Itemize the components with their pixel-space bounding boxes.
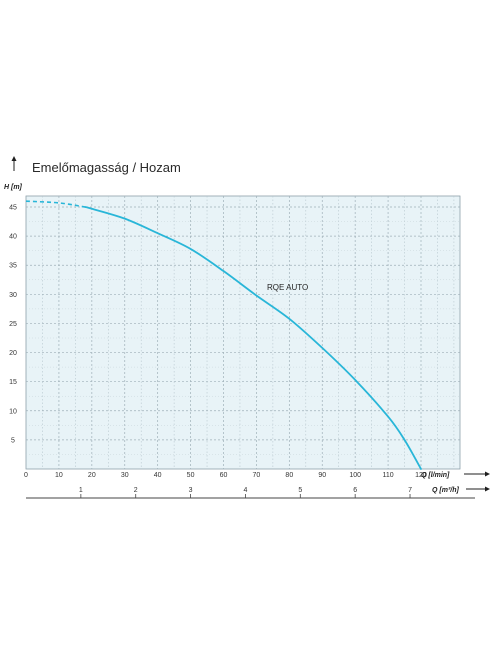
- x-tick-label: 70: [253, 472, 261, 479]
- x-tick-label: 100: [349, 472, 361, 479]
- x2-tick-label: 7: [408, 487, 412, 494]
- x-tick-label: 10: [55, 472, 63, 479]
- y-tick-label: 40: [9, 234, 17, 241]
- y-tick-label: 30: [9, 292, 17, 299]
- x2-tick-label: 2: [134, 487, 138, 494]
- y-tick-label: 25: [9, 321, 17, 328]
- grid-lines: [25, 196, 460, 469]
- y-tick-label: 15: [9, 379, 17, 386]
- x2-tick-label: 5: [298, 487, 302, 494]
- x-tick-label: 90: [318, 472, 326, 479]
- x-tick-label: 20: [88, 472, 96, 479]
- chart-title: Emelőmagasság / Hozam: [32, 160, 181, 175]
- x2-tick-labels: 1 2 3 4 5 6 7: [79, 487, 412, 498]
- x2-tick-label: 6: [353, 487, 357, 494]
- x-tick-label: 0: [24, 472, 28, 479]
- y-tick-label: 20: [9, 350, 17, 357]
- x-tick-labels: 0 10 20 30 40 50 60 70 80 90 100 110 120: [24, 472, 427, 479]
- y-tick-label: 35: [9, 263, 17, 270]
- x2-axis-label: Q [m³/h]: [432, 487, 459, 494]
- x-tick-label: 50: [187, 472, 195, 479]
- x-tick-label: 120: [415, 472, 427, 479]
- y-tick-label: 10: [9, 408, 17, 415]
- series-curve-dashed: [25, 200, 86, 208]
- x-tick-label: 40: [154, 472, 162, 479]
- series-label: RQE AUTO: [267, 283, 308, 292]
- y-axis-label: H [m]: [4, 184, 23, 191]
- x-axis-label: Q [l/min]: [421, 472, 450, 479]
- plot-area: [25, 195, 461, 470]
- curve-layer: [25, 200, 422, 470]
- x2-tick-label: 3: [189, 487, 193, 494]
- series-curve: [84, 206, 422, 470]
- y-tick-labels: 5 10 15 20 25 30 35 40 45: [9, 205, 17, 445]
- x-tick-label: 110: [382, 472, 393, 479]
- x-tick-label: 30: [121, 472, 129, 479]
- y-tick-label: 45: [9, 205, 17, 212]
- x2-tick-label: 4: [243, 487, 247, 494]
- x2-axis-arrow: [466, 486, 490, 492]
- y-axis-arrow: [11, 156, 17, 171]
- x-tick-label: 80: [285, 472, 293, 479]
- y-tick-label: 5: [11, 437, 15, 444]
- x-tick-label: 60: [220, 472, 228, 479]
- x2-tick-label: 1: [79, 487, 83, 494]
- x-axis-arrow: [464, 471, 490, 477]
